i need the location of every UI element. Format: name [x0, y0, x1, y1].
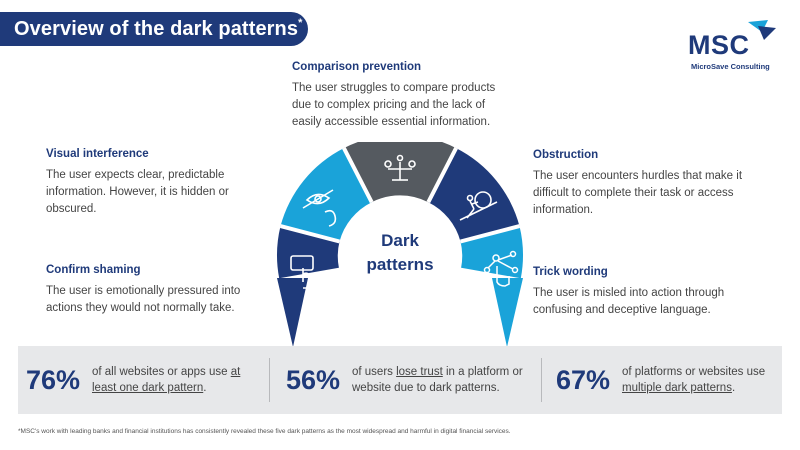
dark-patterns-donut: Dark patterns [277, 142, 523, 347]
confirm-shaming-block: Confirm shaming The user is emotionally … [46, 264, 246, 317]
trick-wording-arrow [492, 278, 523, 347]
stats-panel: 76% of all websites or apps use at least… [18, 346, 782, 414]
center-label-line1: Dark [381, 231, 419, 250]
obstruction-title: Obstruction [533, 149, 599, 161]
stat-text-post: . [203, 382, 207, 394]
visual-interference-title: Visual interference [46, 148, 149, 160]
stat-text-pre: of platforms or websites use [622, 366, 766, 378]
msc-logo: MSC MicroSave Consulting [688, 18, 788, 72]
title-banner: Overview of the dark patterns * [0, 12, 308, 46]
stat-text-underlined: at least one dark pattern [92, 366, 241, 394]
stat-divider [269, 358, 270, 402]
network-hand-icon [483, 250, 519, 287]
stat-item: 67% of platforms or websites use multipl… [556, 346, 781, 414]
stat-text-pre: of all websites or apps use [92, 366, 231, 378]
obstruction-text: The user encounters hurdles that make it… [533, 170, 743, 216]
confirm-shaming-arrow [277, 278, 308, 347]
eye-magnifier-icon [302, 189, 337, 227]
logo-tagline: MicroSave Consulting [691, 62, 770, 71]
stat-value: 67% [556, 364, 611, 395]
trick-wording-title: Trick wording [533, 266, 608, 278]
center-label-line2: patterns [366, 255, 433, 274]
trick-wording-text: The user is misled into action through c… [533, 287, 725, 316]
footnote: *MSC's work with leading banks and finan… [18, 428, 511, 435]
confirm-shaming-title: Confirm shaming [46, 264, 141, 276]
comparison-prevention-text: The user struggles to compare products d… [292, 82, 496, 128]
title-footnote-mark: * [298, 17, 303, 29]
stat-value: 56% [286, 364, 341, 395]
stat-text-underlined: multiple dark patterns [622, 382, 732, 394]
stat-divider [541, 358, 542, 402]
stat-text: of platforms or websites use multiple da… [622, 364, 772, 396]
logo-text: MSC [688, 30, 750, 60]
stat-text: of all websites or apps use at least one… [92, 364, 262, 396]
stat-text: of users lose trust in a platform or web… [352, 364, 532, 396]
stat-item: 76% of all websites or apps use at least… [26, 346, 266, 414]
stat-text-post: in a platform or website due to dark pat… [352, 366, 523, 394]
stat-text-pre: of users [352, 366, 397, 378]
visual-interference-block: Visual interference The user expects cle… [46, 148, 246, 218]
balance-scale-icon [384, 154, 416, 181]
obstruction-block: Obstruction The user encounters hurdles … [533, 149, 753, 219]
trick-wording-block: Trick wording The user is misled into ac… [533, 266, 753, 319]
segment-obstruction [428, 148, 520, 242]
stat-text-post: . [731, 382, 736, 394]
stat-value: 76% [26, 364, 81, 395]
stat-text-underlined: lose trust [396, 366, 443, 378]
logo-swoosh-icon [748, 20, 776, 40]
confirm-shaming-text: The user is emotionally pressured into a… [46, 285, 241, 314]
person-pushing-boulder-icon [459, 191, 498, 221]
visual-interference-text: The user expects clear, predictable info… [46, 169, 229, 215]
page-title: Overview of the dark patterns [14, 17, 299, 40]
comparison-prevention-block: Comparison prevention The user struggles… [292, 61, 504, 131]
stat-item: 56% of users lose trust in a platform or… [286, 346, 536, 414]
comparison-prevention-title: Comparison prevention [292, 61, 422, 73]
hand-pointer-icon [290, 255, 316, 289]
